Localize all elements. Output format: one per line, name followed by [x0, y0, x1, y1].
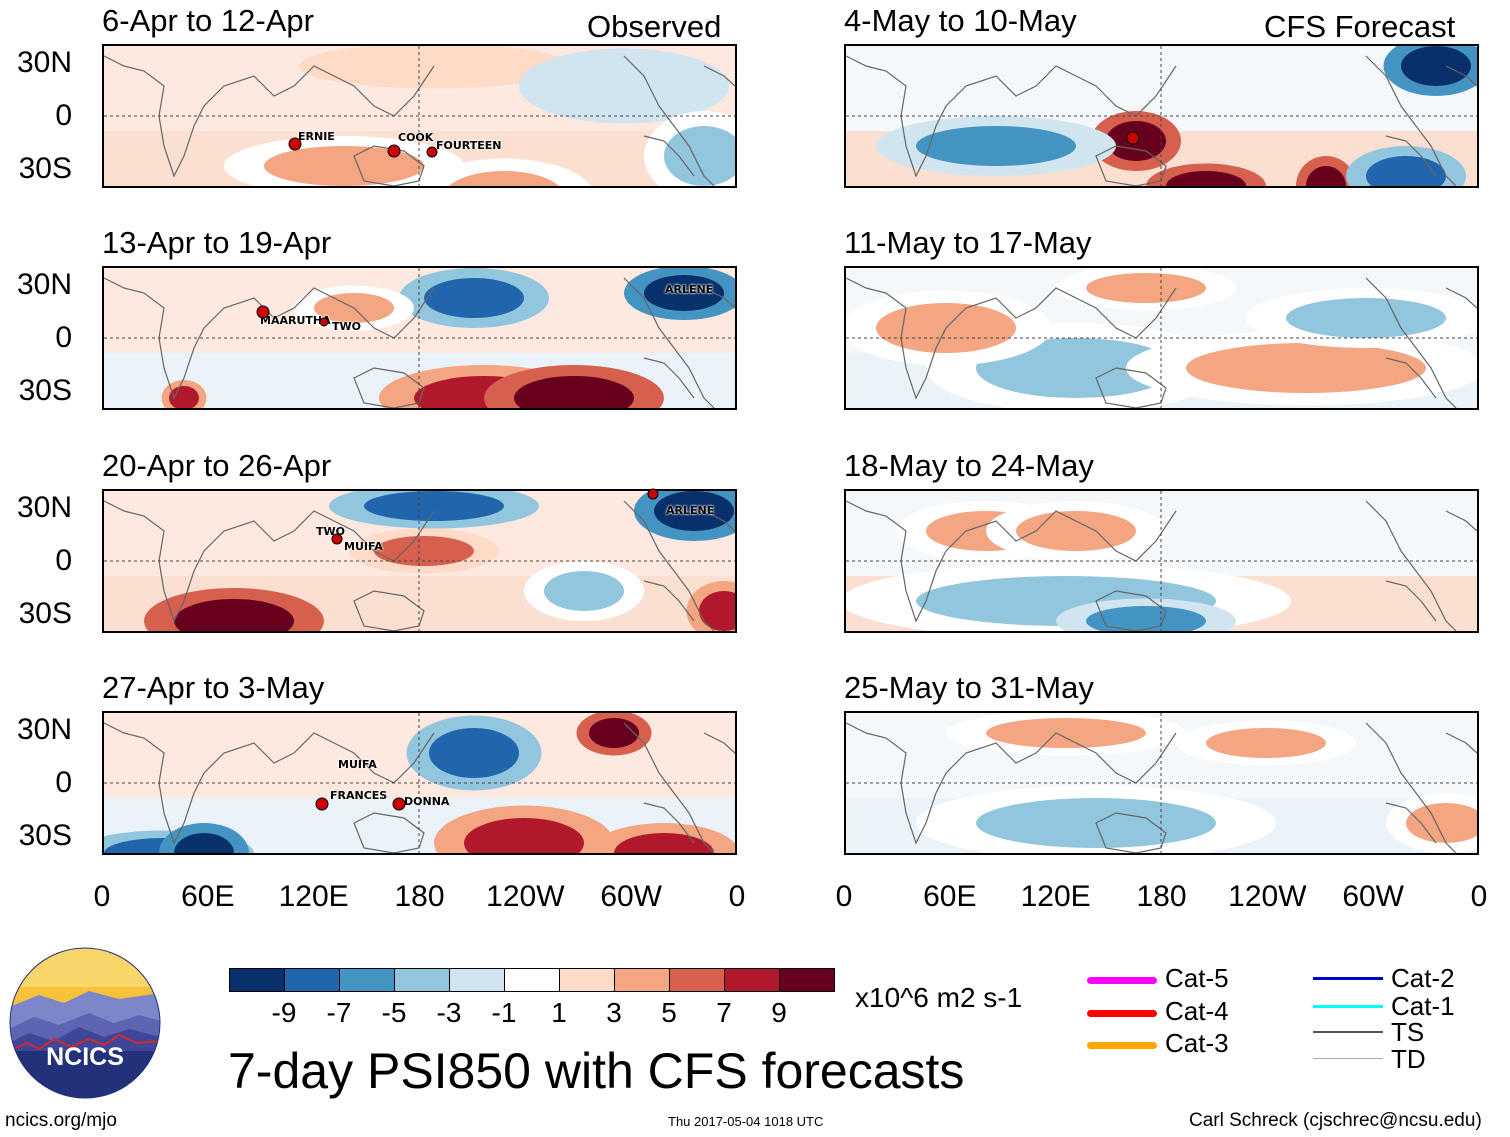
- storm-label: MUIFA: [338, 758, 377, 771]
- main-title: 7-day PSI850 with CFS forecasts: [228, 1043, 965, 1099]
- lon-label: 180: [1136, 880, 1187, 913]
- storm-label: FRANCES: [330, 789, 388, 802]
- lat-label: 30N: [16, 713, 72, 746]
- lon-label: 60E: [181, 880, 235, 913]
- legend-label: TD: [1391, 1044, 1426, 1074]
- colorbar-tick: 5: [661, 997, 677, 1028]
- legend-label: Cat-3: [1165, 1028, 1229, 1058]
- lat-label: 0: [55, 544, 72, 577]
- lat-label: 0: [55, 766, 72, 799]
- map-obs-4: [102, 711, 737, 855]
- legend-line: [1313, 1031, 1383, 1033]
- storm-label: TWO: [316, 525, 345, 538]
- legend-line: [1087, 977, 1157, 984]
- forecast-label: CFS Forecast: [1264, 9, 1456, 44]
- lat-label: 30N: [16, 268, 72, 301]
- footer-center: Thu 2017-05-04 1018 UTC: [668, 1114, 824, 1129]
- colorbar-swatch: [339, 968, 395, 992]
- lat-label: 0: [55, 99, 72, 132]
- lat-label: 30S: [18, 597, 72, 630]
- colorbar-tick: 7: [716, 997, 732, 1028]
- lat-label: 30N: [16, 46, 72, 79]
- lon-label: 0: [728, 880, 746, 913]
- colorbar-tick: 9: [771, 997, 787, 1028]
- colorbar-swatch: [449, 968, 505, 992]
- panel-title-fc-4: 25-May to 31-May: [844, 670, 1094, 705]
- lat-label: 0: [55, 321, 72, 354]
- storm-label: MAARUTHA: [260, 314, 331, 327]
- colorbar-tick: 3: [606, 997, 622, 1028]
- storm-label: ARLENE: [665, 283, 714, 296]
- map-fc-4: [844, 711, 1479, 855]
- panel-title-fc-3: 18-May to 24-May: [844, 448, 1094, 483]
- panel-title-obs-2: 13-Apr to 19-Apr: [102, 225, 332, 260]
- colorbar-swatch: [504, 968, 560, 992]
- panel-title-fc-2: 11-May to 17-May: [844, 225, 1092, 260]
- storm-label: FOURTEEN: [436, 139, 502, 152]
- legend-label: Cat-4: [1165, 996, 1229, 1026]
- map-fc-3: [844, 489, 1479, 633]
- lat-label: 30N: [16, 491, 72, 524]
- colorbar-swatch: [779, 968, 835, 992]
- lat-label: 30S: [18, 374, 72, 407]
- colorbar-units: x10^6 m2 s-1: [855, 982, 1023, 1013]
- legend-label: Cat-1: [1391, 991, 1455, 1021]
- panel-title-obs-3: 20-Apr to 26-Apr: [102, 448, 332, 483]
- colorbar-swatch: [669, 968, 725, 992]
- colorbar-tick: -1: [491, 997, 517, 1028]
- storm-label: ARLENE: [666, 504, 715, 517]
- lon-label: 0: [93, 880, 111, 913]
- storm-label: COOK: [398, 131, 434, 144]
- legend-line: [1313, 1058, 1383, 1059]
- legend-label: Cat-2: [1391, 963, 1455, 993]
- map-obs-2: [102, 266, 737, 410]
- storm-label: ERNIE: [298, 130, 335, 143]
- legend-line: [1313, 1005, 1383, 1008]
- colorbar-swatch: [394, 968, 450, 992]
- legend-line: [1087, 1042, 1157, 1049]
- panel-title-obs-1: 6-Apr to 12-Apr: [102, 3, 314, 38]
- lon-label: 60W: [1342, 880, 1404, 913]
- lon-label: 120E: [1020, 880, 1091, 913]
- lon-label: 0: [835, 880, 853, 913]
- panel-title-fc-1: 4-May to 10-May: [844, 3, 1077, 38]
- legend-line: [1313, 977, 1383, 980]
- map-obs-1: [102, 44, 737, 188]
- lon-label: 120W: [486, 880, 565, 913]
- lon-label: 0: [1470, 880, 1488, 913]
- ncics-logo: [9, 947, 161, 1099]
- observed-label: Observed: [587, 9, 722, 44]
- panel-title-obs-4: 27-Apr to 3-May: [102, 670, 325, 705]
- colorbar-tick: -5: [381, 997, 407, 1028]
- storm-label: TWO: [332, 320, 361, 333]
- lon-label: 120E: [278, 880, 349, 913]
- storm-label: DONNA: [404, 795, 450, 808]
- colorbar-swatch: [614, 968, 670, 992]
- colorbar-tick: -7: [326, 997, 352, 1028]
- map-fc-2: [844, 266, 1479, 410]
- colorbar-tick: -9: [271, 997, 297, 1028]
- colorbar-swatch: [559, 968, 615, 992]
- lon-label: 60W: [600, 880, 662, 913]
- footer-right: Carl Schreck (cjschrec@ncsu.edu): [1189, 1110, 1482, 1131]
- legend-label: Cat-5: [1165, 963, 1229, 993]
- legend-line: [1087, 1010, 1157, 1017]
- colorbar-swatch: [724, 968, 780, 992]
- map-fc-1: [844, 44, 1479, 188]
- colorbar-swatch: [284, 968, 340, 992]
- lat-label: 30S: [18, 819, 72, 852]
- lat-label: 30S: [18, 152, 72, 185]
- colorbar-tick: 1: [551, 997, 567, 1028]
- logo-text: NCICS: [46, 1043, 124, 1071]
- map-obs-3: [102, 489, 737, 633]
- colorbar-tick: -3: [436, 997, 462, 1028]
- colorbar-swatch: [229, 968, 285, 992]
- lon-label: 180: [394, 880, 445, 913]
- lon-label: 120W: [1228, 880, 1307, 913]
- legend-label: TS: [1391, 1017, 1425, 1047]
- storm-label: MUIFA: [344, 540, 383, 553]
- footer-left: ncics.org/mjo: [5, 1110, 117, 1131]
- lon-label: 60E: [923, 880, 977, 913]
